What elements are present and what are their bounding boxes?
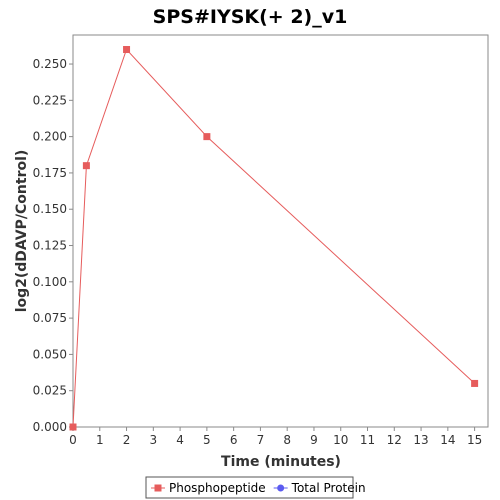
x-tick-label: 9	[310, 433, 318, 447]
y-axis-label: log2(dDAVP/Control)	[14, 150, 30, 313]
data-point	[123, 46, 131, 54]
y-tick-label: 0.150	[33, 202, 67, 216]
y-tick-label: 0.100	[33, 275, 67, 289]
y-tick-label: 0.050	[33, 347, 67, 361]
y-tick-label: 0.225	[33, 93, 67, 107]
chart-title: SPS#IYSK(+ 2)_v1	[153, 6, 348, 28]
x-tick-label: 0	[69, 433, 77, 447]
x-tick-label: 2	[123, 433, 131, 447]
data-point	[203, 133, 211, 141]
x-tick-label: 6	[230, 433, 238, 447]
y-tick-label: 0.175	[33, 166, 67, 180]
x-axis-label: Time (minutes)	[221, 454, 341, 470]
x-tick-label: 15	[467, 433, 482, 447]
y-tick-label: 0.075	[33, 311, 67, 325]
data-point	[471, 379, 479, 387]
y-tick-label: 0.025	[33, 384, 67, 398]
y-tick-label: 0.000	[33, 420, 67, 434]
legend-marker-total-protein	[277, 484, 285, 492]
legend: Phosphopeptide Total Protein	[151, 481, 366, 495]
x-tick-label: 13	[413, 433, 428, 447]
x-tick-label: 11	[360, 433, 375, 447]
x-tick-label: 1	[96, 433, 104, 447]
x-tick-label: 8	[283, 433, 291, 447]
x-tick-label: 12	[387, 433, 402, 447]
y-axis: 0.000 0.025 0.050 0.075 0.100 0.125 0.150 0.175…	[33, 57, 73, 434]
x-tick-label: 14	[440, 433, 455, 447]
x-tick-label: 7	[257, 433, 265, 447]
x-tick-label: 10	[333, 433, 348, 447]
legend-label-total-protein: Total Protein	[291, 481, 366, 495]
plot-frame	[72, 34, 489, 428]
y-tick-label: 0.125	[33, 239, 67, 253]
series-layer	[69, 46, 479, 431]
legend-label-phosphopeptide: Phosphopeptide	[169, 481, 266, 495]
x-tick-label: 5	[203, 433, 211, 447]
legend-marker-phosphopeptide	[154, 484, 162, 492]
data-point	[69, 423, 77, 431]
x-tick-label: 4	[176, 433, 184, 447]
y-tick-label: 0.250	[33, 57, 67, 71]
data-point	[82, 162, 90, 170]
x-tick-label: 3	[150, 433, 158, 447]
y-tick-label: 0.200	[33, 130, 67, 144]
legend-box	[145, 476, 354, 499]
x-axis: 0 1 2 3 4 5 6 7 8 9 10 11 12 13 14 15	[69, 427, 482, 447]
